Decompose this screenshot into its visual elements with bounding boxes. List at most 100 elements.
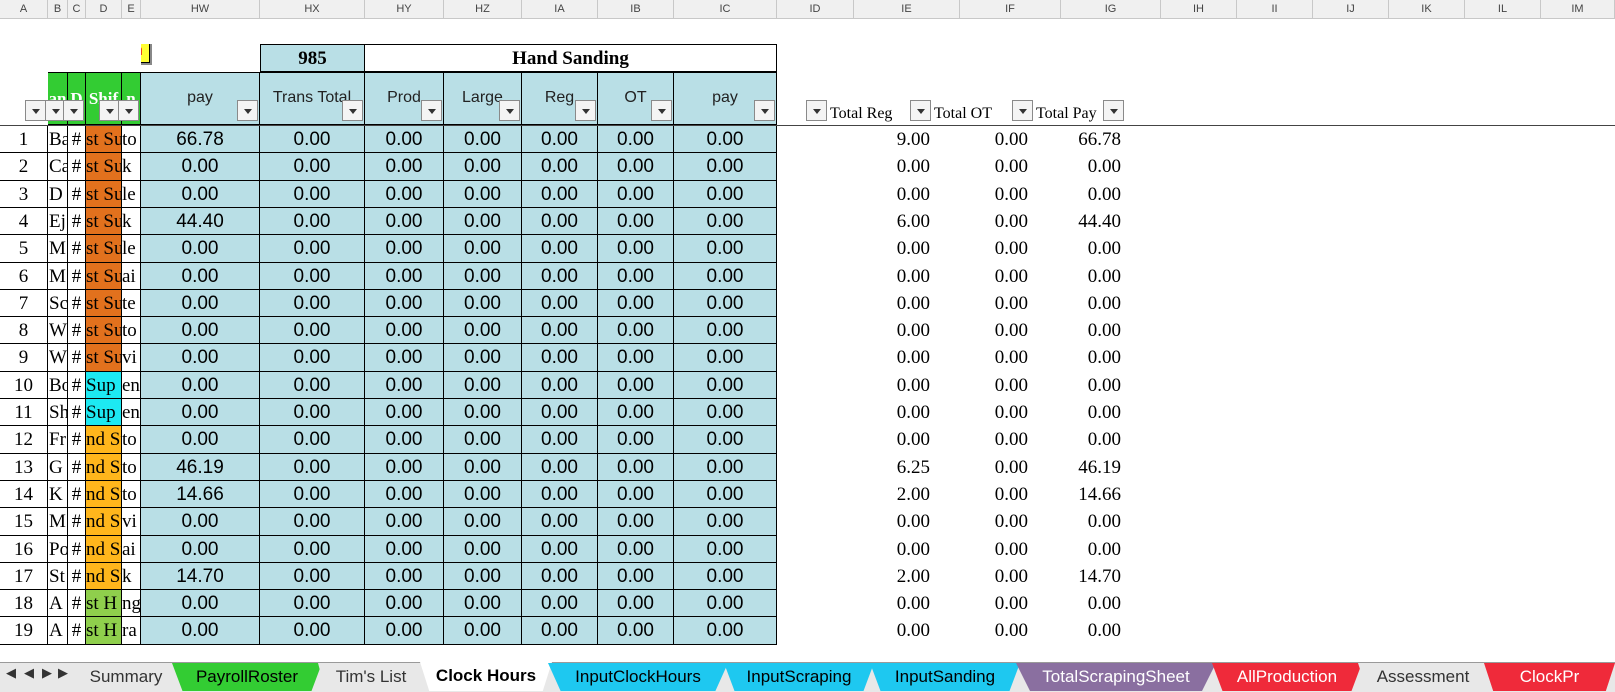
filter-dropdown-left_c[interactable] [99, 100, 120, 121]
total-tpay-cell[interactable]: 0.00 [1087, 266, 1121, 287]
total-tot-cell[interactable]: 0.00 [994, 156, 1028, 177]
value-cell[interactable]: 0.00 [674, 399, 777, 426]
value-cell[interactable]: 0.00 [522, 181, 598, 208]
tab-next-arrow[interactable]: ▶ [42, 666, 52, 681]
employee-name-cell[interactable]: M [48, 263, 68, 290]
value-cell[interactable]: 0.00 [260, 126, 365, 153]
filter-dropdown-ia[interactable] [575, 100, 596, 121]
row-number[interactable]: 10 [0, 372, 48, 399]
department-cell[interactable]: to [122, 426, 141, 454]
total-treg-cell[interactable]: 0.00 [896, 511, 930, 532]
value-cell[interactable]: 46.19 [141, 454, 260, 481]
value-cell[interactable]: 0.00 [674, 426, 777, 454]
value-cell[interactable]: 0.00 [598, 181, 674, 208]
row-number[interactable]: 6 [0, 263, 48, 290]
column-letter-ig[interactable]: IG [1061, 0, 1161, 19]
value-cell[interactable]: 0.00 [522, 372, 598, 399]
filter-dropdown-left_a[interactable] [45, 100, 66, 121]
shift-cell[interactable]: st Su [86, 290, 122, 317]
value-cell[interactable]: 0.00 [141, 235, 260, 263]
employee-name-cell[interactable]: Fr [48, 426, 68, 454]
value-cell[interactable]: 0.00 [598, 235, 674, 263]
tab-first-arrow[interactable]: ◀ [6, 666, 16, 681]
employee-name-cell[interactable]: G [48, 454, 68, 481]
sheet-tab-summary[interactable]: Summary [76, 663, 176, 691]
employee-name-cell[interactable]: Bo [48, 372, 68, 399]
total-treg-cell[interactable]: 2.00 [896, 566, 930, 587]
filter-dropdown-ig-end[interactable] [1103, 100, 1124, 121]
id-cell[interactable]: # [68, 181, 86, 208]
total-treg-cell[interactable]: 0.00 [896, 293, 930, 314]
column-letter-ij[interactable]: IJ [1313, 0, 1389, 19]
row-number[interactable]: 3 [0, 181, 48, 208]
total-tot-cell[interactable]: 0.00 [994, 211, 1028, 232]
value-cell[interactable]: 0.00 [260, 181, 365, 208]
value-cell[interactable]: 0.00 [598, 508, 674, 536]
value-cell[interactable]: 0.00 [141, 426, 260, 454]
shift-cell[interactable]: st Su [86, 344, 122, 372]
value-cell[interactable]: 0.00 [365, 372, 444, 399]
shift-cell[interactable]: nd Su [86, 508, 122, 536]
value-cell[interactable]: 0.00 [141, 263, 260, 290]
total-tot-cell[interactable]: 0.00 [994, 129, 1028, 150]
value-cell[interactable]: 0.00 [365, 508, 444, 536]
tab-last-arrow[interactable]: ▶ [58, 666, 68, 681]
value-cell[interactable]: 0.00 [260, 426, 365, 454]
total-treg-cell[interactable]: 0.00 [896, 539, 930, 560]
value-cell[interactable]: 0.00 [141, 508, 260, 536]
column-letter-ib[interactable]: IB [598, 0, 674, 19]
value-cell[interactable]: 0.00 [365, 426, 444, 454]
value-cell[interactable]: 0.00 [598, 454, 674, 481]
shift-cell[interactable]: st H [86, 617, 122, 645]
total-treg-cell[interactable]: 0.00 [896, 266, 930, 287]
row-number[interactable]: 8 [0, 317, 48, 344]
value-cell[interactable]: 0.00 [522, 590, 598, 617]
total-tot-cell[interactable]: 0.00 [994, 293, 1028, 314]
total-tpay-cell[interactable]: 14.70 [1078, 566, 1121, 587]
value-cell[interactable]: 0.00 [598, 563, 674, 590]
value-cell[interactable]: 0.00 [141, 290, 260, 317]
value-cell[interactable]: 0.00 [260, 153, 365, 181]
total-tpay-cell[interactable]: 46.19 [1078, 457, 1121, 478]
value-cell[interactable]: 0.00 [674, 263, 777, 290]
value-cell[interactable]: 0.00 [141, 399, 260, 426]
value-cell[interactable]: 14.70 [141, 563, 260, 590]
value-cell[interactable]: 0.00 [141, 344, 260, 372]
value-cell[interactable]: 0.00 [674, 208, 777, 235]
value-cell[interactable]: 0.00 [260, 208, 365, 235]
shift-cell[interactable]: st Su [86, 235, 122, 263]
row-number[interactable]: 19 [0, 617, 48, 645]
row-number[interactable]: 7 [0, 290, 48, 317]
value-cell[interactable]: 0.00 [260, 454, 365, 481]
id-cell[interactable]: # [68, 153, 86, 181]
id-cell[interactable]: # [68, 426, 86, 454]
value-cell[interactable]: 0.00 [674, 508, 777, 536]
total-treg-cell[interactable]: 0.00 [896, 347, 930, 368]
value-cell[interactable]: 0.00 [522, 536, 598, 563]
sheet-tab-payrollroster[interactable]: PayrollRoster [172, 663, 322, 691]
id-cell[interactable]: # [68, 290, 86, 317]
total-tpay-cell[interactable]: 0.00 [1087, 402, 1121, 423]
total-tot-cell[interactable]: 0.00 [994, 566, 1028, 587]
value-cell[interactable]: 0.00 [522, 563, 598, 590]
value-cell[interactable]: 0.00 [141, 153, 260, 181]
filter-dropdown-ie[interactable] [806, 100, 827, 121]
employee-name-cell[interactable]: Sh [48, 399, 68, 426]
value-cell[interactable]: 0.00 [141, 372, 260, 399]
value-cell[interactable]: 0.00 [674, 126, 777, 153]
column-letter-a[interactable]: A [0, 0, 48, 19]
value-cell[interactable]: 0.00 [598, 536, 674, 563]
value-cell[interactable]: 0.00 [674, 181, 777, 208]
employee-name-cell[interactable]: Ba [48, 126, 68, 153]
id-cell[interactable]: # [68, 481, 86, 508]
row-number[interactable]: 16 [0, 536, 48, 563]
value-cell[interactable]: 0.00 [598, 344, 674, 372]
value-cell[interactable]: 0.00 [141, 536, 260, 563]
value-cell[interactable]: 0.00 [365, 563, 444, 590]
department-cell[interactable]: le [122, 235, 141, 263]
value-cell[interactable]: 0.00 [598, 617, 674, 645]
value-cell[interactable]: 0.00 [598, 153, 674, 181]
id-cell[interactable]: # [68, 536, 86, 563]
value-cell[interactable]: 0.00 [522, 235, 598, 263]
total-treg-cell[interactable]: 0.00 [896, 320, 930, 341]
